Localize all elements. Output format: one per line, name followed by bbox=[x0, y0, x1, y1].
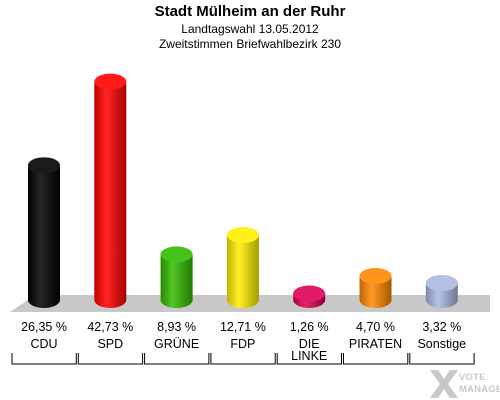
category-label: LINKE bbox=[291, 349, 327, 363]
logo-text-manager: MANAGER bbox=[459, 384, 500, 395]
value-label: 3,32 % bbox=[422, 320, 461, 334]
bar-spd bbox=[94, 73, 127, 308]
category-label: Sonstige bbox=[417, 337, 466, 351]
category-bracket bbox=[343, 353, 409, 365]
category-label: PIRATEN bbox=[349, 337, 402, 351]
logo-x-icon bbox=[430, 370, 458, 398]
bar-fdp bbox=[226, 227, 259, 308]
category-bracket bbox=[144, 353, 210, 365]
category-label: SPD bbox=[97, 337, 123, 351]
category-label: GRÜNE bbox=[154, 337, 199, 351]
category-bracket bbox=[77, 353, 144, 365]
category-bracket bbox=[276, 353, 342, 365]
chart-title: Stadt Mülheim an der Ruhr bbox=[154, 3, 346, 20]
bar-piraten bbox=[359, 267, 392, 308]
category-bracket bbox=[409, 353, 475, 365]
category-label: DIE bbox=[299, 337, 320, 351]
value-label: 12,71 % bbox=[220, 320, 266, 334]
labels-group: 26,35 % CDU 42,73 % SPD 8,93 % GRÜNE 12,71 % FD… bbox=[11, 320, 475, 365]
logo-text-vote: VOTE bbox=[459, 372, 486, 383]
category-bracket bbox=[210, 353, 276, 365]
value-label: 42,73 % bbox=[87, 320, 133, 334]
category-bracket bbox=[11, 353, 77, 365]
category-label: FDP bbox=[230, 337, 255, 351]
value-label: 4,70 % bbox=[356, 320, 395, 334]
bars-group bbox=[28, 73, 458, 308]
vote-manager-logo bbox=[424, 366, 500, 400]
chart-subtitle-2: Zweitstimmen Briefwahlbezirk 230 bbox=[158, 37, 342, 51]
chart-subtitle: Landtagswahl 13.05.2012 bbox=[181, 22, 319, 36]
value-label: 26,35 % bbox=[21, 320, 67, 334]
bar-sonstige bbox=[425, 275, 458, 308]
bar-grüne bbox=[160, 246, 193, 308]
bar-cdu bbox=[28, 157, 60, 308]
value-label: 8,93 % bbox=[157, 320, 196, 334]
value-label: 1,26 % bbox=[290, 320, 329, 334]
category-label: CDU bbox=[30, 337, 57, 351]
bar-die-linke bbox=[293, 285, 326, 308]
